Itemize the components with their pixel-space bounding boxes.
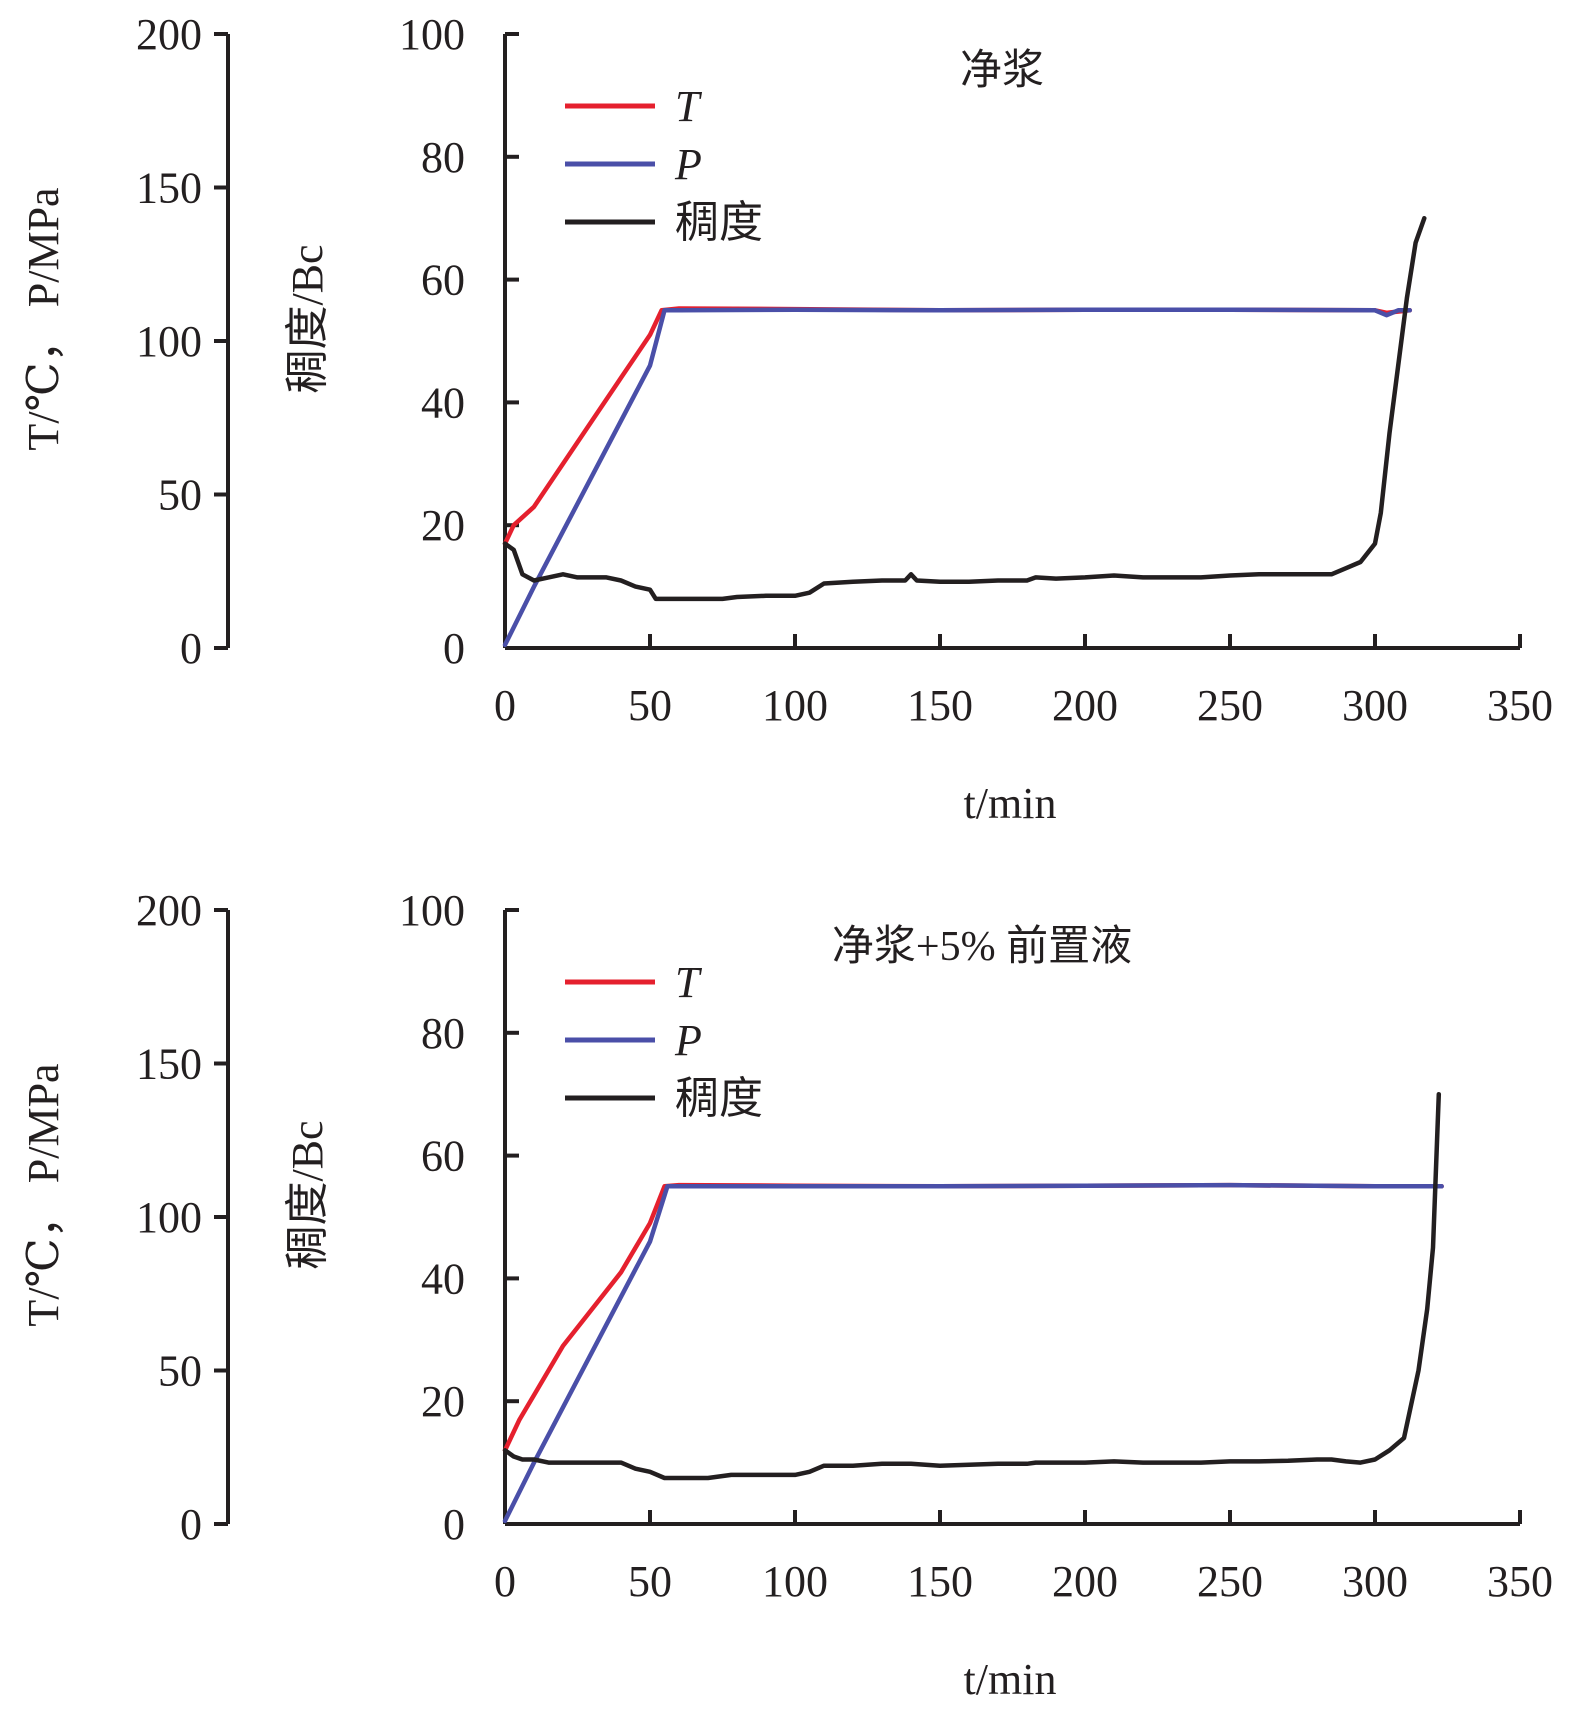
x-tick-label: 50 [628, 681, 672, 730]
x-tick-label: 300 [1342, 1557, 1408, 1606]
chart-panel-2: 0 50 100 150 200 T/℃， P/MPa 0 20 40 60 80 100 稠度/Bc 0… [19, 886, 1553, 1704]
chart-title: 净浆 [960, 48, 1044, 94]
x-tick-label: 150 [907, 681, 973, 730]
x-tick-label: 300 [1342, 681, 1408, 730]
series-line-2 [502, 307, 1413, 648]
x-tick-label: 100 [762, 681, 828, 730]
outer-y-tick-label: 0 [180, 624, 202, 673]
series-line-3 [502, 215, 1427, 602]
legend-label-3: 稠度 [675, 1074, 763, 1123]
x-tick-label: 100 [762, 1557, 828, 1606]
x-tick-label: 200 [1052, 1557, 1118, 1606]
series-line-1 [502, 306, 1413, 546]
x-tick-label: 0 [494, 681, 516, 730]
series-line-1 [502, 1182, 1444, 1453]
legend-label-1: T [675, 958, 703, 1007]
inner-y-tick-label: 0 [443, 624, 465, 673]
inner-y-tick-label: 100 [399, 886, 465, 935]
legend-label-1: T [675, 82, 703, 131]
x-tick-label: 350 [1487, 1557, 1553, 1606]
outer-y-axis-title: T/℃， P/MPa [19, 187, 68, 450]
outer-y-tick-label: 200 [136, 10, 202, 59]
outer-y-tick-label: 150 [136, 164, 202, 213]
x-tick-label: 250 [1197, 681, 1263, 730]
outer-y-tick-label: 50 [158, 471, 202, 520]
inner-y-tick-label: 0 [443, 1500, 465, 1549]
chart-title: 净浆+5% 前置液 [832, 924, 1132, 970]
outer-y-tick-label: 0 [180, 1500, 202, 1549]
x-axis-title: t/min [964, 779, 1057, 828]
inner-y-tick-label: 20 [421, 1377, 465, 1426]
outer-y-tick-label: 150 [136, 1040, 202, 1089]
series-line-2 [502, 1182, 1444, 1524]
inner-y-tick-label: 40 [421, 378, 465, 427]
inner-y-tick-label: 80 [421, 1009, 465, 1058]
series-line-3 [502, 1091, 1442, 1481]
legend-label-3: 稠度 [675, 198, 763, 247]
outer-y-tick-label: 100 [136, 1193, 202, 1242]
inner-y-axis-title: 稠度/Bc [283, 1120, 332, 1269]
inner-y-tick-label: 60 [421, 1132, 465, 1181]
x-tick-label: 350 [1487, 681, 1553, 730]
x-tick-label: 200 [1052, 681, 1118, 730]
x-tick-label: 50 [628, 1557, 672, 1606]
x-axis-title: t/min [964, 1655, 1057, 1704]
outer-y-tick-label: 200 [136, 886, 202, 935]
legend-label-2: P [674, 1016, 702, 1065]
inner-y-tick-label: 80 [421, 133, 465, 182]
inner-y-tick-label: 20 [421, 501, 465, 550]
x-tick-label: 250 [1197, 1557, 1263, 1606]
chart-panel-1: 0 50 100 150 200 T/℃， P/MPa 0 20 40 60 80 100 稠度/Bc 0… [19, 10, 1553, 828]
legend-label-2: P [674, 140, 702, 189]
x-tick-label: 0 [494, 1557, 516, 1606]
outer-y-tick-label: 50 [158, 1347, 202, 1396]
inner-y-tick-label: 40 [421, 1254, 465, 1303]
inner-y-axis-title: 稠度/Bc [283, 244, 332, 393]
outer-y-tick-label: 100 [136, 317, 202, 366]
inner-y-tick-label: 60 [421, 256, 465, 305]
outer-y-axis-title: T/℃， P/MPa [19, 1063, 68, 1326]
x-tick-label: 150 [907, 1557, 973, 1606]
inner-y-tick-label: 100 [399, 10, 465, 59]
